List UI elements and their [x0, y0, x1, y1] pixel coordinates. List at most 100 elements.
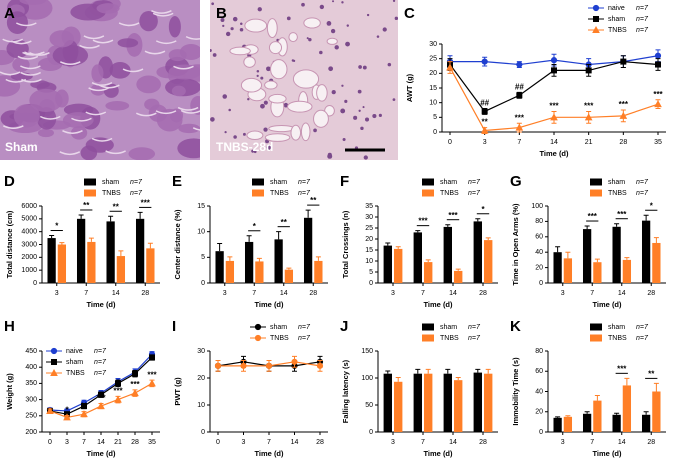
marker — [265, 362, 273, 369]
legend-swatch — [422, 334, 434, 342]
nucleus — [263, 100, 268, 105]
marker — [291, 358, 298, 365]
error-bar — [445, 224, 451, 227]
error-bar — [485, 237, 491, 241]
legend-label: TNBS — [66, 370, 85, 377]
bar — [383, 373, 392, 432]
marker — [98, 391, 104, 398]
nucleus — [392, 0, 396, 2]
significance-label: *** — [515, 113, 525, 122]
bar — [215, 251, 224, 283]
tissue — [55, 89, 69, 108]
y-tick-label: 15 — [429, 85, 437, 92]
x-tick-label: 7 — [82, 439, 86, 446]
legend-sample: n=7 — [636, 335, 649, 342]
x-tick-label: 3 — [55, 290, 59, 297]
y-tick-label: 3000 — [21, 241, 37, 248]
tissue-fiber — [5, 78, 27, 83]
nucleus — [212, 53, 217, 57]
bar — [424, 262, 433, 283]
x-tick-label: 7 — [252, 290, 256, 297]
image-label: TNBS-28d — [216, 140, 273, 154]
tissue — [139, 10, 158, 32]
bar — [454, 270, 463, 283]
marker — [131, 389, 139, 397]
panel-letter: B — [216, 5, 227, 22]
nucleus — [344, 99, 348, 103]
nucleus — [376, 35, 380, 38]
tissue — [136, 75, 161, 94]
panel-letter: I — [172, 318, 176, 335]
bar — [622, 259, 632, 283]
nucleus — [342, 137, 346, 142]
vacuole — [229, 46, 251, 56]
nucleus — [366, 13, 370, 17]
nucleus — [328, 66, 334, 72]
tissue-fiber — [155, 40, 177, 45]
y-tick-label: 10 — [197, 229, 205, 236]
y-axis-label: Falling latency (s) — [341, 359, 350, 423]
x-tick-label: 3 — [483, 139, 487, 146]
panel-letter: K — [510, 318, 521, 335]
nucleus — [222, 94, 228, 99]
y-axis-label: AWT (g) — [405, 73, 414, 102]
nucleus — [239, 28, 244, 32]
legend-swatch — [252, 178, 264, 186]
nucleus — [394, 16, 398, 21]
panel-letter: E — [172, 173, 182, 190]
marker — [63, 413, 71, 421]
significance-label: *** — [418, 217, 428, 226]
x-tick-label: 7 — [421, 290, 425, 297]
x-tick-label: 14 — [97, 439, 105, 446]
bar — [612, 226, 621, 283]
x-tick-label: 3 — [391, 439, 395, 446]
marker — [148, 379, 156, 387]
tissue-fiber — [62, 130, 83, 134]
nucleus — [286, 16, 291, 21]
tissue-fiber — [122, 68, 144, 73]
y-tick-label: 0 — [201, 280, 205, 287]
marker — [240, 362, 247, 369]
nucleus — [358, 109, 361, 112]
vacuole — [240, 77, 263, 93]
legend-label: TNBS — [608, 27, 627, 34]
legend-sample: n=7 — [636, 179, 649, 186]
vacuole — [300, 122, 311, 142]
y-tick-label: 0 — [539, 280, 543, 287]
x-tick-label: 3 — [561, 290, 565, 297]
y-tick-label: 20 — [365, 236, 373, 243]
y-axis-label: Time in Open Arms (%) — [511, 203, 520, 286]
x-axis-label: Time (d) — [423, 449, 453, 458]
legend-marker — [593, 16, 599, 22]
legend-label: sham — [102, 179, 119, 186]
error-bar — [624, 377, 630, 386]
legend-sample: n=7 — [468, 335, 481, 342]
bar — [484, 373, 493, 432]
marker — [655, 61, 661, 68]
marker — [584, 113, 593, 121]
x-tick-label: 7 — [421, 439, 425, 446]
y-tick-label: 20 — [535, 409, 543, 416]
significance-label: *** — [147, 370, 157, 379]
marker — [114, 395, 122, 403]
y-tick-label: 30 — [365, 214, 373, 221]
nucleus — [378, 113, 382, 117]
significance-label: ** — [81, 402, 88, 411]
legend-marker — [51, 359, 57, 365]
legend-sample: n=7 — [298, 179, 311, 186]
y-axis-label: Immobility Time (s) — [511, 357, 520, 426]
tissue-fiber — [16, 22, 37, 27]
marker — [654, 100, 662, 108]
tissue-fiber — [11, 40, 32, 45]
y-axis-label: Total distance (cm) — [5, 210, 14, 278]
tissue — [19, 0, 47, 5]
marker — [80, 410, 88, 418]
nucleus — [353, 115, 358, 120]
histology-image — [210, 0, 398, 160]
y-tick-label: 0 — [33, 280, 37, 287]
tissue-fiber — [180, 109, 200, 114]
nucleus — [301, 2, 305, 7]
error-bar — [584, 411, 590, 414]
error-bar — [455, 376, 461, 381]
